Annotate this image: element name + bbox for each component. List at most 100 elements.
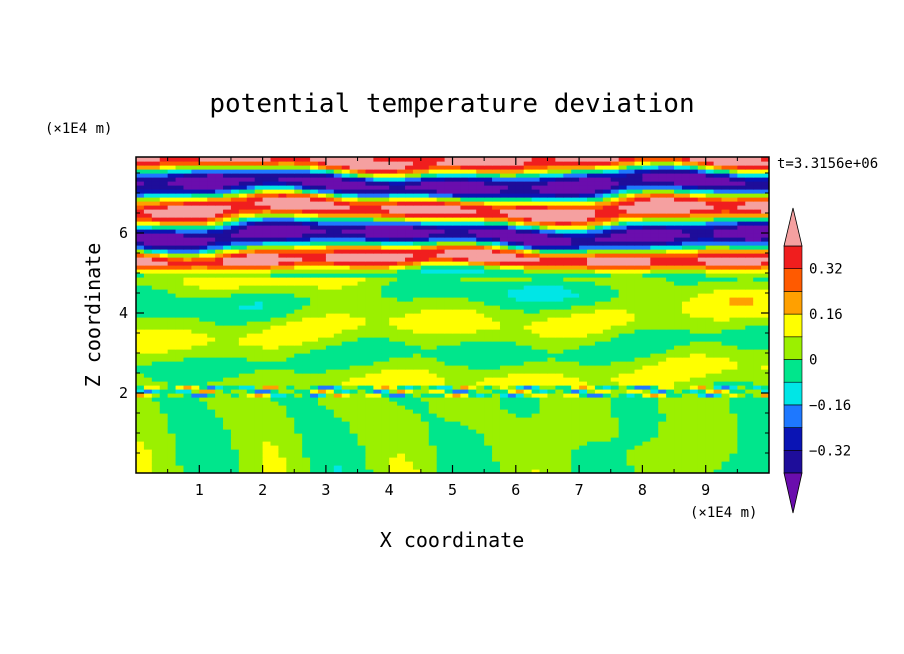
contour-cell bbox=[349, 449, 359, 454]
contour-cell bbox=[381, 421, 390, 426]
contour-cell bbox=[602, 361, 612, 366]
contour-cell bbox=[666, 361, 675, 366]
contour-cell bbox=[745, 241, 754, 246]
contour-cell bbox=[278, 229, 287, 234]
contour-cell bbox=[547, 285, 556, 290]
contour-cell bbox=[294, 449, 303, 454]
contour-cell bbox=[223, 441, 232, 446]
contour-cell bbox=[737, 237, 746, 242]
contour-cell bbox=[452, 437, 462, 442]
contour-cell bbox=[143, 249, 153, 254]
contour-cell bbox=[666, 285, 675, 290]
contour-cell bbox=[499, 301, 509, 306]
contour-cell bbox=[389, 345, 398, 350]
contour-cell bbox=[428, 429, 438, 434]
contour-cell bbox=[547, 257, 556, 262]
contour-cell bbox=[563, 349, 572, 354]
contour-cell bbox=[341, 233, 351, 238]
contour-cell bbox=[571, 393, 580, 398]
contour-cell bbox=[745, 389, 754, 394]
contour-cell bbox=[357, 249, 367, 254]
contour-cell bbox=[713, 277, 723, 282]
contour-cell bbox=[191, 469, 200, 473]
contour-cell bbox=[539, 337, 549, 342]
contour-cell bbox=[697, 453, 707, 458]
contour-cell bbox=[499, 265, 509, 270]
contour-cell bbox=[199, 425, 208, 430]
contour-cell bbox=[365, 293, 374, 298]
contour-cell bbox=[412, 457, 422, 462]
contour-cell bbox=[468, 409, 477, 414]
contour-cell bbox=[412, 277, 422, 282]
contour-cell bbox=[341, 321, 351, 326]
contour-cell bbox=[492, 453, 501, 458]
contour-cell bbox=[650, 309, 659, 314]
contour-cell bbox=[539, 225, 549, 230]
contour-cell bbox=[175, 305, 185, 310]
contour-cell bbox=[499, 225, 509, 230]
contour-cell bbox=[294, 349, 303, 354]
contour-cell bbox=[199, 369, 208, 374]
contour-cell bbox=[484, 317, 493, 322]
contour-cell bbox=[650, 269, 659, 274]
contour-cell bbox=[452, 365, 462, 370]
contour-cell bbox=[183, 245, 192, 250]
contour-cell bbox=[373, 353, 382, 358]
contour-cell bbox=[713, 293, 723, 298]
contour-cell bbox=[531, 337, 541, 342]
contour-cell bbox=[349, 465, 359, 470]
contour-cell bbox=[373, 225, 382, 230]
contour-cell bbox=[199, 461, 208, 466]
contour-cell bbox=[721, 421, 731, 426]
contour-cell bbox=[547, 389, 556, 394]
contour-cell bbox=[405, 337, 414, 342]
contour-cell bbox=[175, 413, 185, 418]
contour-cell bbox=[349, 325, 359, 330]
contour-cell bbox=[270, 285, 280, 290]
contour-cell bbox=[523, 461, 533, 466]
contour-cell bbox=[610, 441, 620, 446]
contour-cell bbox=[246, 277, 256, 282]
contour-cell bbox=[499, 421, 509, 426]
contour-cell bbox=[183, 433, 192, 438]
contour-cell bbox=[302, 297, 311, 302]
contour-cell bbox=[151, 225, 161, 230]
contour-cell bbox=[539, 409, 549, 414]
contour-cell bbox=[199, 281, 208, 286]
contour-cell bbox=[349, 285, 359, 290]
contour-cell bbox=[341, 353, 351, 358]
contour-cell bbox=[705, 461, 715, 466]
contour-cell bbox=[381, 457, 390, 462]
contour-cell bbox=[159, 373, 169, 378]
contour-cell bbox=[183, 365, 192, 370]
contour-cell bbox=[476, 453, 485, 458]
contour-cell bbox=[602, 233, 612, 238]
contour-cell bbox=[254, 449, 264, 454]
contour-cell bbox=[444, 353, 454, 358]
contour-cell bbox=[357, 465, 367, 470]
contour-cell bbox=[745, 393, 754, 398]
contour-cell bbox=[579, 249, 588, 254]
contour-cell bbox=[341, 405, 351, 410]
contour-cell bbox=[697, 457, 707, 462]
contour-cell bbox=[594, 369, 604, 374]
contour-cell bbox=[302, 417, 311, 422]
contour-cell bbox=[302, 233, 311, 238]
contour-cell bbox=[238, 301, 248, 306]
contour-cell bbox=[333, 265, 343, 270]
contour-cell bbox=[737, 297, 746, 302]
contour-cell bbox=[223, 245, 232, 250]
contour-cell bbox=[199, 449, 208, 454]
contour-cell bbox=[761, 421, 769, 426]
contour-cell bbox=[579, 437, 588, 442]
contour-cell bbox=[333, 317, 343, 322]
contour-cell bbox=[286, 433, 295, 438]
contour-cell bbox=[373, 313, 382, 318]
contour-cell bbox=[405, 429, 414, 434]
contour-cell bbox=[151, 345, 161, 350]
contour-cell bbox=[397, 333, 406, 338]
contour-cell bbox=[262, 285, 272, 290]
contour-cell bbox=[381, 409, 390, 414]
contour-cell bbox=[317, 369, 327, 374]
contour-cell bbox=[745, 377, 754, 382]
